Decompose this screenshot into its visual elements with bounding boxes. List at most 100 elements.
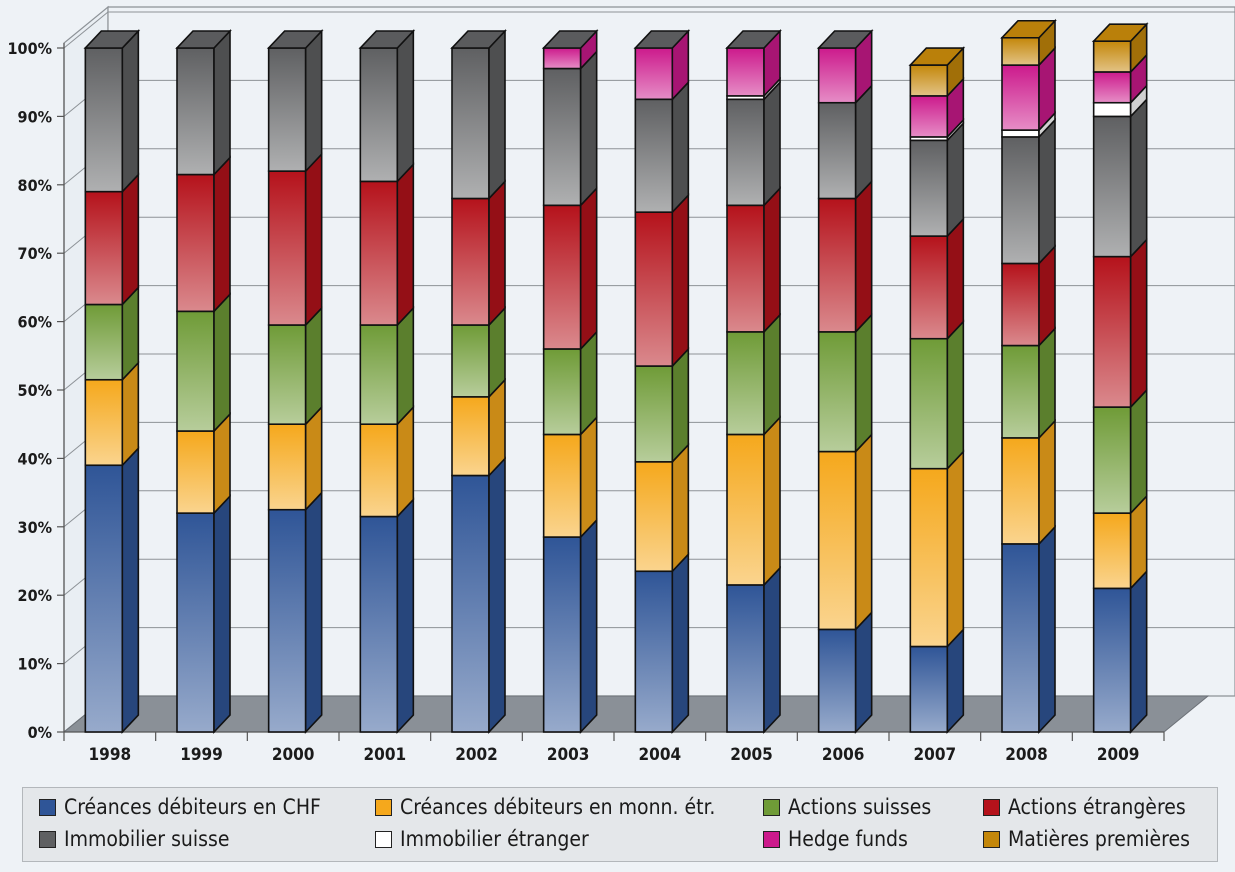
y-tick-label: 0% bbox=[28, 723, 52, 742]
x-tick-label: 2007 bbox=[914, 745, 957, 765]
bar-segment-side bbox=[854, 432, 873, 632]
x-tick-label: 2009 bbox=[1097, 745, 1140, 765]
bar-segment bbox=[451, 396, 490, 477]
bar-segment bbox=[634, 98, 674, 213]
bar-segment-side bbox=[304, 152, 323, 328]
bar-segment bbox=[359, 324, 399, 425]
bar-segment-side bbox=[304, 28, 323, 174]
bar-segment-side bbox=[1129, 569, 1148, 735]
bar-segment bbox=[542, 536, 582, 733]
bar-segment bbox=[451, 324, 490, 398]
legend-item: Immobilier suisse bbox=[39, 825, 229, 853]
x-tick-label: 2008 bbox=[1005, 745, 1048, 765]
bar-segment bbox=[1001, 129, 1040, 138]
gridline bbox=[63, 11, 1235, 49]
bar-segment-side bbox=[763, 415, 781, 587]
bar-segment-side bbox=[854, 179, 873, 334]
bar-segment-side bbox=[671, 442, 690, 574]
bar-segment bbox=[1092, 406, 1132, 514]
bar-segment bbox=[176, 512, 215, 733]
legend-swatch bbox=[39, 830, 56, 848]
bar-segment-side bbox=[946, 217, 965, 341]
legend-swatch bbox=[763, 798, 780, 816]
bar-stack-2006 bbox=[816, 28, 874, 735]
legend: Créances débiteurs en CHF Créances débite… bbox=[22, 787, 1218, 862]
bar-segment bbox=[1001, 344, 1040, 439]
legend-label: Actions suisses bbox=[788, 795, 932, 819]
legend-label: Créances débiteurs en monn. étr. bbox=[400, 795, 716, 819]
bar-segment bbox=[176, 47, 215, 176]
legend-label: Créances débiteurs en CHF bbox=[64, 795, 321, 819]
bar-segment bbox=[1092, 255, 1132, 408]
bar-segment bbox=[176, 173, 215, 313]
legend-label: Immobilier étranger bbox=[400, 827, 589, 851]
bar-segment bbox=[1001, 437, 1040, 545]
x-tick-label: 2004 bbox=[639, 745, 682, 765]
bar-segment-side bbox=[396, 306, 415, 427]
bar-top bbox=[541, 30, 599, 49]
bar-segment bbox=[634, 570, 674, 733]
bar-segment-side bbox=[854, 610, 873, 735]
bar-segment bbox=[909, 645, 949, 733]
bar-segment-side bbox=[671, 552, 690, 735]
bar-segment-side bbox=[1129, 388, 1148, 516]
bar-segment bbox=[1001, 262, 1040, 347]
bar-segment bbox=[1001, 543, 1040, 733]
bar-segment bbox=[542, 67, 582, 207]
bar-top bbox=[725, 30, 782, 49]
y-tick-label: 20% bbox=[18, 586, 52, 605]
legend-swatch bbox=[983, 830, 1000, 848]
bar-segment-side bbox=[671, 347, 690, 464]
legend-item: Actions étrangères bbox=[983, 793, 1186, 821]
bar-top bbox=[83, 30, 141, 49]
bar-segment bbox=[542, 47, 582, 70]
bar-segment bbox=[909, 337, 949, 470]
bar-segment bbox=[909, 467, 949, 648]
legend-label: Hedge funds bbox=[788, 827, 908, 851]
bar-top bbox=[266, 30, 324, 49]
bar-segment-side bbox=[763, 312, 781, 437]
bar-segment-side bbox=[1129, 97, 1148, 259]
legend-label: Matières premières bbox=[1008, 827, 1190, 851]
bar-segment-side bbox=[854, 83, 873, 201]
x-tick-label: 2000 bbox=[272, 745, 315, 765]
bar-segment-side bbox=[213, 494, 231, 735]
bar-segment bbox=[84, 303, 124, 381]
bar-segment-side bbox=[579, 415, 598, 540]
bar-segment bbox=[726, 98, 765, 207]
bar-segment bbox=[1092, 40, 1132, 73]
bar-segment-side bbox=[213, 292, 231, 434]
bar-top bbox=[1091, 23, 1149, 42]
bar-top bbox=[633, 30, 691, 49]
legend-item: Immobilier étranger bbox=[375, 825, 589, 853]
bar-stack-2002 bbox=[450, 28, 507, 735]
y-tick-label: 50% bbox=[18, 381, 52, 400]
bar-segment-side bbox=[579, 49, 598, 208]
bar-segment-side bbox=[1038, 326, 1056, 440]
legend-label: Actions étrangères bbox=[1008, 795, 1186, 819]
x-tick-label: 1999 bbox=[180, 745, 223, 765]
legend-swatch bbox=[375, 830, 392, 848]
x-tick-label: 2002 bbox=[455, 745, 498, 765]
bar-segment bbox=[726, 204, 765, 333]
bar-segment bbox=[634, 461, 674, 573]
bar-segment bbox=[817, 331, 857, 453]
bar-segment bbox=[1092, 512, 1132, 590]
bar-segment bbox=[726, 433, 765, 586]
bar-segment-side bbox=[579, 518, 598, 735]
bar-segment-side bbox=[946, 121, 965, 239]
bar-top bbox=[908, 47, 966, 66]
legend-item: Matières premières bbox=[983, 825, 1190, 853]
bar-segment bbox=[1092, 587, 1132, 733]
bar-segment bbox=[1001, 64, 1040, 131]
bar-segment bbox=[84, 464, 124, 733]
legend-item: Créances débiteurs en monn. étr. bbox=[375, 793, 715, 821]
bar-segment bbox=[451, 197, 490, 326]
bar-segment-side bbox=[488, 456, 506, 735]
legend-swatch bbox=[375, 798, 392, 816]
bar-segment bbox=[817, 450, 857, 631]
bar-segment bbox=[726, 47, 765, 97]
bar-segment bbox=[359, 180, 399, 326]
legend-item: Actions suisses bbox=[763, 793, 931, 821]
bar-segment bbox=[359, 515, 399, 733]
